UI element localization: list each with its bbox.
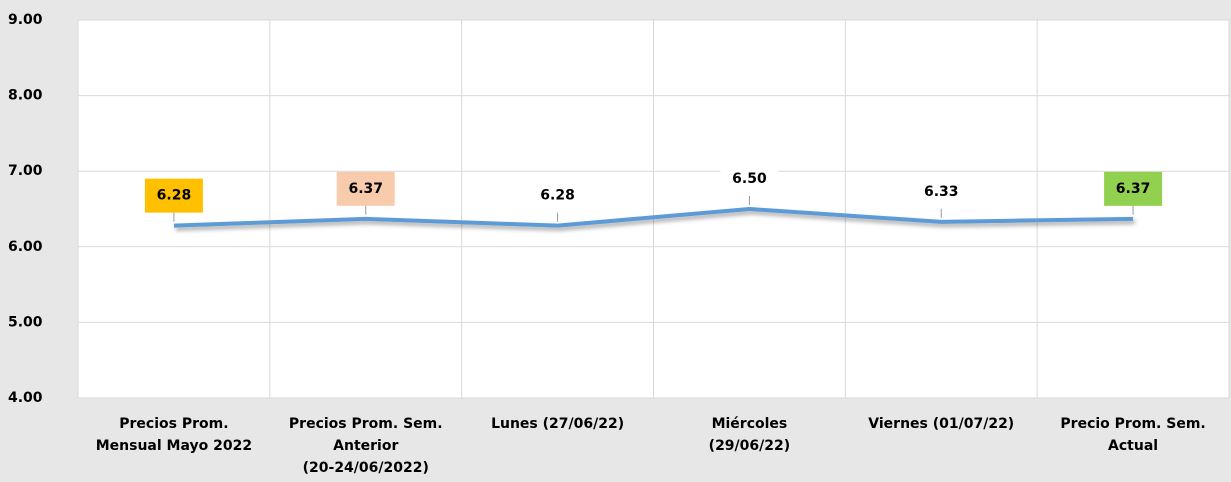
y-tick-label: 9.00 xyxy=(8,12,43,28)
data-label: 6.28 xyxy=(157,188,192,204)
y-tick-label: 6.00 xyxy=(8,239,43,255)
x-tick-label: Precios Prom. Sem. Anterior (20-24/06/2022… xyxy=(289,416,443,476)
x-tick-line: Viernes (01/07/22) xyxy=(868,416,1014,432)
line xyxy=(173,207,1134,228)
x-tick-label: Viernes (01/07/22) xyxy=(868,416,1014,432)
data-label: 6.33 xyxy=(924,184,959,200)
y-tick-label: 4.00 xyxy=(8,390,43,406)
label-box xyxy=(144,178,203,213)
data-label: 6.50 xyxy=(732,171,767,187)
x-tick-line: Precio Prom. Sem. xyxy=(1060,416,1205,432)
x-tick-label: Precio Prom. Sem. Actual xyxy=(1060,416,1205,454)
data-label: 6.37 xyxy=(1116,181,1151,197)
label-box xyxy=(720,162,779,196)
label-box xyxy=(528,178,587,213)
label-box xyxy=(912,174,971,209)
data-label: 6.37 xyxy=(348,181,383,197)
label-box xyxy=(336,171,395,206)
x-tick-line: Actual xyxy=(1108,438,1158,454)
x-tick-line: Anterior xyxy=(333,438,398,454)
y-tick-label: 7.00 xyxy=(8,163,43,179)
label-box xyxy=(1104,171,1163,206)
x-tick-line: Mensual Mayo 2022 xyxy=(96,438,252,454)
x-tick-label: Precios Prom. Mensual Mayo 2022 xyxy=(96,416,252,454)
x-tick-line: Miércoles xyxy=(712,416,788,432)
x-tick-line: Precios Prom. xyxy=(119,416,228,432)
y-tick-label: 5.00 xyxy=(8,314,43,330)
data-label: 6.28 xyxy=(540,188,575,204)
x-tick-label: Lunes (27/06/22) xyxy=(491,416,624,432)
x-tick-line: (20-24/06/2022) xyxy=(303,460,429,476)
x-tick-line: Precios Prom. Sem. xyxy=(289,416,443,432)
x-tick-label: Miércoles (29/06/22) xyxy=(709,416,790,454)
x-tick-line: Lunes (27/06/22) xyxy=(491,416,624,432)
y-tick-label: 8.00 xyxy=(8,88,43,104)
x-tick-line: (29/06/22) xyxy=(709,438,790,454)
